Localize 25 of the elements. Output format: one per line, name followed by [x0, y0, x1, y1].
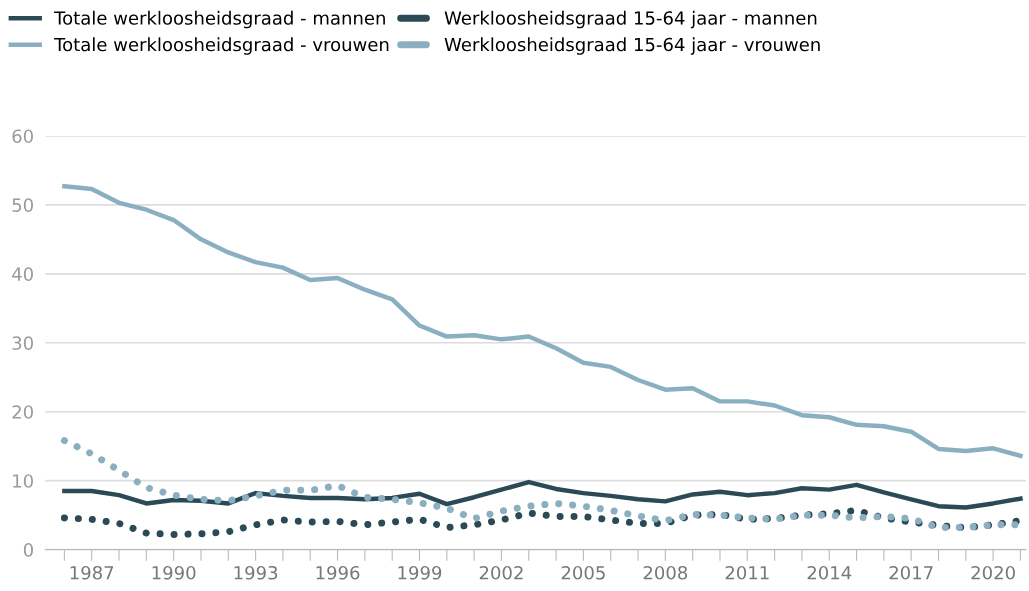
- x-tick-label: 2002: [479, 565, 523, 580]
- legend-label: Totale werkloosheidsgraad - mannen: [54, 10, 385, 29]
- y-tick-label: 30: [12, 336, 33, 350]
- x-tick-label: 1990: [152, 565, 196, 580]
- y-tick-label: 20: [12, 405, 33, 419]
- x-tick-label: 1987: [70, 565, 114, 580]
- line-series: [62, 184, 1023, 459]
- legend-label: Werkloosheidsgraad 15-64 jaar - mannen: [444, 10, 817, 29]
- x-tick-label: 1999: [398, 565, 442, 580]
- x-tick-label: 2008: [643, 565, 688, 580]
- x-tick-label: 2011: [725, 565, 769, 580]
- y-tick-label: 50: [12, 198, 33, 212]
- x-tick-label: 2020: [971, 565, 1015, 580]
- legend-label: Totale werkloosheidsgraad - vrouwen: [54, 37, 389, 55]
- y-tick-label: 60: [12, 129, 33, 144]
- x-tick-label: 1996: [316, 565, 360, 580]
- line-series: [62, 479, 1023, 510]
- y-tick-label: 40: [12, 267, 33, 281]
- x-tick-label: 2014: [807, 565, 852, 580]
- y-tick-label: 10: [13, 474, 33, 488]
- x-tick-label: 2005: [561, 565, 605, 580]
- x-tick-label: 2017: [889, 565, 933, 580]
- x-tick-label: 1993: [234, 565, 278, 580]
- y-tick-label: 0: [23, 543, 33, 557]
- legend-label: Werkloosheidsgraad 15-64 jaar - vrouwen: [444, 37, 820, 55]
